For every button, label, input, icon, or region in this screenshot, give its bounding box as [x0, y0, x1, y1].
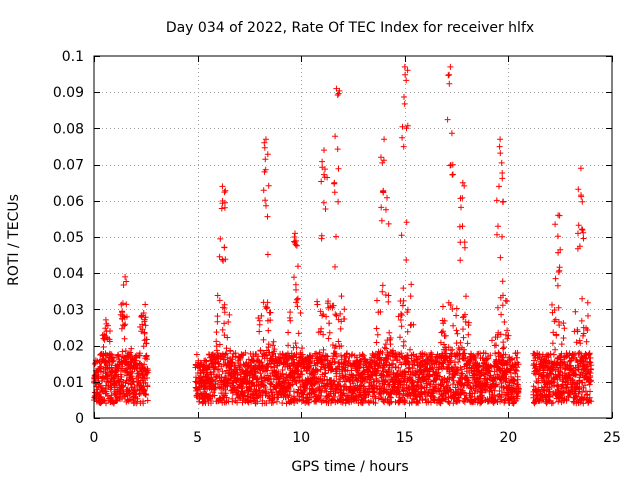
y-tick-label: 0.08	[53, 121, 84, 137]
grid	[94, 56, 612, 418]
peak-point	[577, 165, 584, 172]
data-points	[91, 63, 595, 407]
peak-point	[555, 212, 562, 219]
peak-point	[320, 147, 327, 154]
y-tick-label: 0.03	[53, 302, 84, 318]
x-tick-labels: 0 5 10 15 20 25	[90, 430, 621, 446]
peak-point	[262, 136, 269, 143]
peak-point	[401, 63, 408, 70]
x-axis-label: GPS time / hours	[291, 459, 408, 475]
y-tick-label: 0.01	[53, 375, 84, 391]
y-tick-label: 0.09	[53, 85, 84, 101]
peak-point	[447, 63, 454, 70]
x-tick-label: 15	[396, 430, 414, 446]
peak-point	[122, 273, 129, 280]
y-tick-label: 0	[75, 411, 84, 427]
y-tick-label: 0.04	[53, 266, 84, 282]
peak-point	[291, 230, 298, 237]
y-tick-labels: 0 0.01 0.02 0.03 0.04 0.05 0.06 0.07 0.08 0.09 0.1	[53, 49, 84, 427]
y-tick-label: 0.07	[53, 158, 84, 174]
y-axis-label: ROTI / TECUs	[6, 194, 22, 286]
peak-point	[381, 136, 388, 143]
peak-point	[219, 183, 226, 190]
roti-points	[91, 67, 595, 407]
x-tick-label: 25	[603, 430, 621, 446]
chart-title: Day 034 of 2022, Rate Of TEC Index for r…	[166, 20, 534, 36]
plot-frame	[93, 55, 613, 419]
peak-point	[459, 179, 466, 186]
peak-point	[140, 310, 147, 317]
y-tick-label: 0.1	[62, 49, 84, 65]
peak-point	[497, 136, 504, 143]
y-tick-label: 0.06	[53, 194, 84, 210]
y-tick-label: 0.05	[53, 230, 84, 246]
x-tick-label: 0	[90, 430, 99, 446]
peak-point	[333, 85, 340, 92]
x-tick-label: 5	[193, 430, 202, 446]
peak-point	[103, 320, 110, 327]
y-tick-label: 0.02	[53, 339, 84, 355]
x-tick-label: 10	[292, 430, 310, 446]
x-tick-label: 20	[499, 430, 517, 446]
